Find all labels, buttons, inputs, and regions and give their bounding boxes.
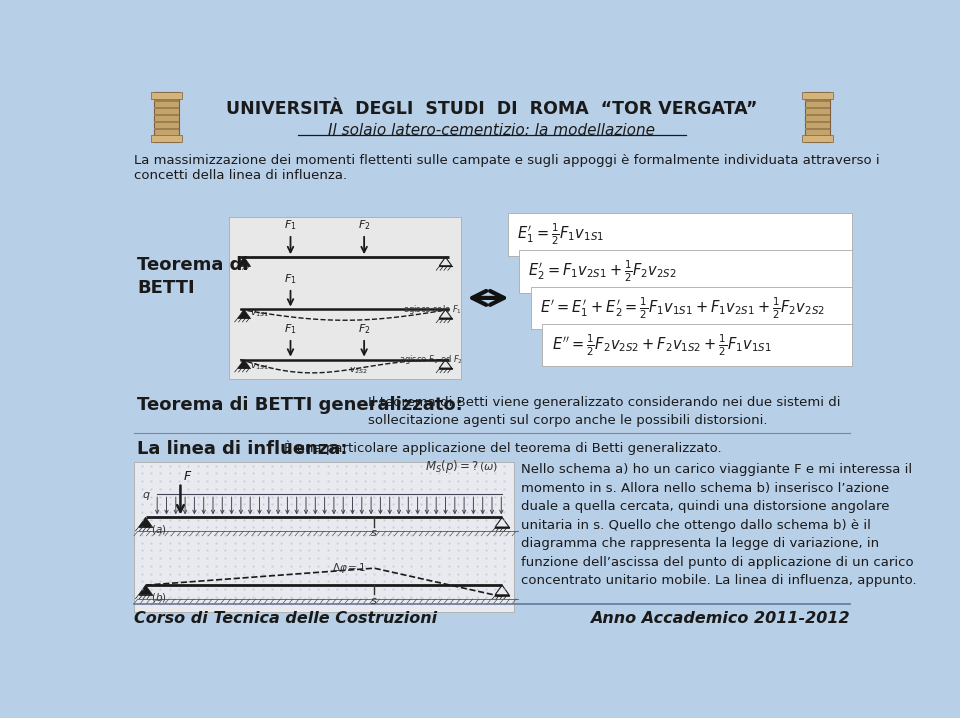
FancyBboxPatch shape — [805, 107, 829, 109]
Text: $E_2' = F_1v_{2S1} + \frac{1}{2}F_2v_{2S2}$: $E_2' = F_1v_{2S1} + \frac{1}{2}F_2v_{2S… — [528, 258, 678, 284]
Text: È una particolare applicazione del teorema di Betti generalizzato.: È una particolare applicazione del teore… — [284, 440, 722, 455]
FancyBboxPatch shape — [805, 100, 829, 103]
Text: $s$: $s$ — [371, 596, 378, 606]
FancyBboxPatch shape — [151, 136, 182, 142]
FancyBboxPatch shape — [531, 287, 852, 330]
Text: agisce $F_1$ ed $F_2$: agisce $F_1$ ed $F_2$ — [399, 353, 463, 365]
FancyBboxPatch shape — [155, 100, 179, 103]
Text: Teorema di BETTI generalizzato:: Teorema di BETTI generalizzato: — [137, 396, 463, 414]
Text: Nello schema a) ho un carico viaggiante F e mi interessa il
momento in s. Allora: Nello schema a) ho un carico viaggiante … — [521, 463, 917, 587]
FancyBboxPatch shape — [134, 462, 514, 612]
Text: $F_1$: $F_1$ — [284, 272, 297, 286]
FancyBboxPatch shape — [802, 136, 833, 142]
Text: $(a)$: $(a)$ — [151, 523, 166, 536]
Text: $q$: $q$ — [142, 490, 151, 502]
FancyBboxPatch shape — [228, 217, 461, 379]
Text: agisce solo $F_1$: agisce solo $F_1$ — [403, 303, 462, 316]
FancyBboxPatch shape — [805, 93, 829, 142]
FancyBboxPatch shape — [802, 93, 833, 99]
Text: UNIVERSITÀ  DEGLI  STUDI  DI  ROMA  “TOR VERGATA”: UNIVERSITÀ DEGLI STUDI DI ROMA “TOR VERG… — [227, 100, 757, 118]
Text: $F_1$: $F_1$ — [284, 218, 297, 232]
Text: $v_{1S1}$: $v_{1S1}$ — [251, 309, 269, 319]
FancyBboxPatch shape — [155, 121, 179, 123]
Polygon shape — [238, 309, 251, 318]
Text: $M_S(p) = ?$: $M_S(p) = ?$ — [424, 457, 479, 475]
Polygon shape — [138, 585, 153, 595]
Text: $F_2$: $F_2$ — [358, 218, 371, 232]
Text: $\Delta\varphi = 1$: $\Delta\varphi = 1$ — [331, 561, 366, 575]
Polygon shape — [238, 360, 251, 368]
Text: Il teorema di Betti viene generalizzato considerando nei due sistemi di
sollecit: Il teorema di Betti viene generalizzato … — [368, 396, 841, 426]
Text: Corso di Tecnica delle Costruzioni: Corso di Tecnica delle Costruzioni — [134, 611, 437, 626]
FancyBboxPatch shape — [805, 114, 829, 116]
Text: $s$: $s$ — [371, 528, 378, 538]
Text: Il solaio latero-cementizio: la modellazione: Il solaio latero-cementizio: la modellaz… — [328, 123, 656, 138]
Text: $v_{2S2}$: $v_{2S2}$ — [348, 365, 368, 376]
Text: $E'' = \frac{1}{2}F_2v_{2S2} + F_2v_{1S2} + \frac{1}{2}F_1v_{1S1}$: $E'' = \frac{1}{2}F_2v_{2S2} + F_2v_{1S2… — [552, 332, 771, 358]
Text: Teorema di
BETTI: Teorema di BETTI — [137, 256, 249, 297]
Text: $F$: $F$ — [182, 470, 192, 483]
Text: La linea di influenza:: La linea di influenza: — [137, 440, 348, 458]
Polygon shape — [238, 257, 251, 266]
FancyBboxPatch shape — [805, 128, 829, 130]
Text: Anno Accademico 2011-2012: Anno Accademico 2011-2012 — [590, 611, 850, 626]
FancyBboxPatch shape — [151, 93, 182, 99]
Text: $(b)$: $(b)$ — [151, 591, 167, 604]
Text: $E' = E_1' + E_2' = \frac{1}{2}F_1v_{1S1} + F_1v_{2S1} + \frac{1}{2}F_2v_{2S2}$: $E' = E_1' + E_2' = \frac{1}{2}F_1v_{1S1… — [540, 296, 825, 321]
Text: $F_1$: $F_1$ — [284, 322, 297, 335]
Polygon shape — [138, 518, 153, 527]
Text: La massimizzazione dei momenti flettenti sulle campate e sugli appoggi è formalm: La massimizzazione dei momenti flettenti… — [134, 154, 879, 182]
Text: $(\omega)$: $(\omega)$ — [479, 460, 498, 473]
Text: $E_1' = \frac{1}{2}F_1v_{1S1}$: $E_1' = \frac{1}{2}F_1v_{1S1}$ — [516, 222, 604, 247]
FancyBboxPatch shape — [155, 128, 179, 130]
FancyBboxPatch shape — [155, 107, 179, 109]
Text: $F_2$: $F_2$ — [358, 322, 371, 335]
FancyBboxPatch shape — [155, 114, 179, 116]
Text: $v_{1S1}$: $v_{1S1}$ — [251, 362, 269, 372]
FancyBboxPatch shape — [508, 213, 852, 256]
FancyBboxPatch shape — [805, 121, 829, 123]
FancyBboxPatch shape — [542, 324, 852, 366]
FancyBboxPatch shape — [155, 93, 179, 142]
FancyBboxPatch shape — [519, 250, 852, 292]
